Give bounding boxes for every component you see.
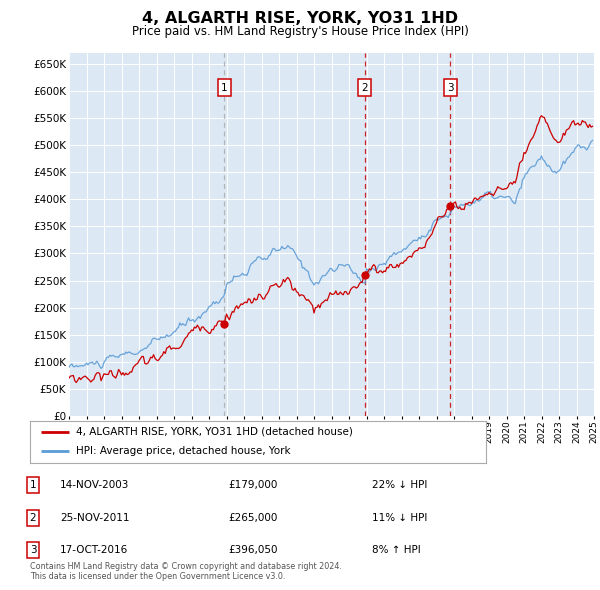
- Text: 3: 3: [447, 83, 454, 93]
- Text: 25-NOV-2011: 25-NOV-2011: [60, 513, 130, 523]
- Text: 1: 1: [221, 83, 227, 93]
- Text: 22% ↓ HPI: 22% ↓ HPI: [372, 480, 427, 490]
- Text: 14-NOV-2003: 14-NOV-2003: [60, 480, 130, 490]
- Text: Contains HM Land Registry data © Crown copyright and database right 2024.
This d: Contains HM Land Registry data © Crown c…: [30, 562, 342, 581]
- Text: Price paid vs. HM Land Registry's House Price Index (HPI): Price paid vs. HM Land Registry's House …: [131, 25, 469, 38]
- Text: 11% ↓ HPI: 11% ↓ HPI: [372, 513, 427, 523]
- Text: 2: 2: [29, 513, 37, 523]
- Text: 2: 2: [361, 83, 368, 93]
- Text: 8% ↑ HPI: 8% ↑ HPI: [372, 545, 421, 555]
- Text: 1: 1: [29, 480, 37, 490]
- Text: 3: 3: [29, 545, 37, 555]
- Text: £265,000: £265,000: [228, 513, 277, 523]
- Text: 4, ALGARTH RISE, YORK, YO31 1HD: 4, ALGARTH RISE, YORK, YO31 1HD: [142, 11, 458, 25]
- Text: £396,050: £396,050: [228, 545, 277, 555]
- Text: HPI: Average price, detached house, York: HPI: Average price, detached house, York: [76, 446, 290, 456]
- Text: £179,000: £179,000: [228, 480, 277, 490]
- Text: 17-OCT-2016: 17-OCT-2016: [60, 545, 128, 555]
- Text: 4, ALGARTH RISE, YORK, YO31 1HD (detached house): 4, ALGARTH RISE, YORK, YO31 1HD (detache…: [76, 427, 352, 437]
